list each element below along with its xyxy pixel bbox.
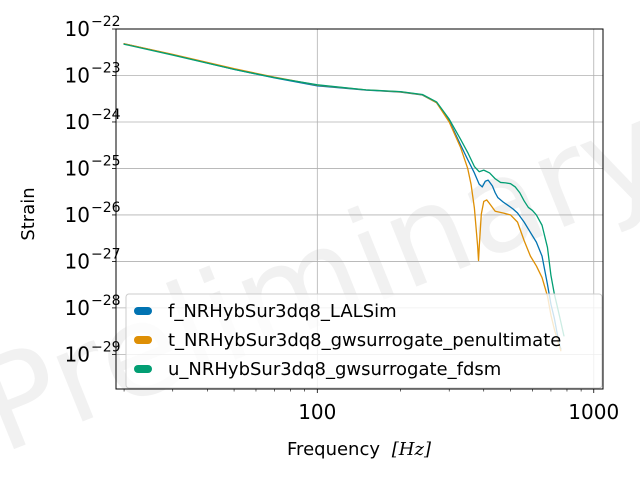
legend-frame (125, 293, 603, 389)
x-axis-label: Frequency [Hz] (287, 439, 432, 460)
legend-swatch-2 (134, 336, 152, 344)
tick-layer: 10−2210−2310−2410−2510−2610−2710−2810−29… (65, 14, 620, 424)
y-tick-label: 10 (65, 342, 90, 366)
x-tick-label: 1000 (568, 400, 619, 424)
y-tick-label-exponent: −28 (91, 293, 121, 309)
axes-frame (115, 28, 604, 390)
legend-swatch-1 (134, 307, 152, 315)
y-tick-label-exponent: −23 (91, 60, 121, 76)
y-tick-label-exponent: −22 (91, 14, 121, 30)
x-axis-label-text: Frequency (287, 439, 380, 460)
x-tick-label: 100 (298, 400, 336, 424)
legend-label-3: u_NRHybSur3dq8_gwsurrogate_fdsm (168, 359, 501, 380)
y-tick-label: 10 (65, 17, 90, 41)
y-axis-label: Strain (18, 187, 39, 240)
legend-items: f_NRHybSur3dq8_LALSim t_NRHybSur3dq8_gwsu… (134, 301, 561, 380)
legend: f_NRHybSur3dq8_LALSim t_NRHybSur3dq8_gwsu… (125, 293, 603, 389)
y-tick-label: 10 (65, 249, 90, 273)
series-layer (123, 43, 565, 352)
y-tick-label-exponent: −29 (91, 339, 121, 355)
legend-label-2: t_NRHybSur3dq8_gwsurrogate_penultimate (168, 330, 561, 351)
y-tick-label-exponent: −24 (91, 107, 121, 123)
x-axis-label-unit: [Hz] (392, 439, 432, 460)
y-tick-label: 10 (65, 203, 90, 227)
series-line-3 (123, 43, 565, 337)
y-tick-label-exponent: −26 (91, 200, 121, 216)
y-tick-label: 10 (65, 63, 90, 87)
x-axis-label-group: Frequency [Hz] (287, 439, 432, 460)
y-tick-label-exponent: −27 (91, 246, 121, 262)
y-tick-label-exponent: −25 (91, 153, 121, 169)
y-tick-label: 10 (65, 110, 90, 134)
legend-label-1: f_NRHybSur3dq8_LALSim (168, 301, 397, 322)
y-tick-label: 10 (65, 156, 90, 180)
legend-swatch-3 (134, 365, 152, 373)
y-tick-label: 10 (65, 296, 90, 320)
